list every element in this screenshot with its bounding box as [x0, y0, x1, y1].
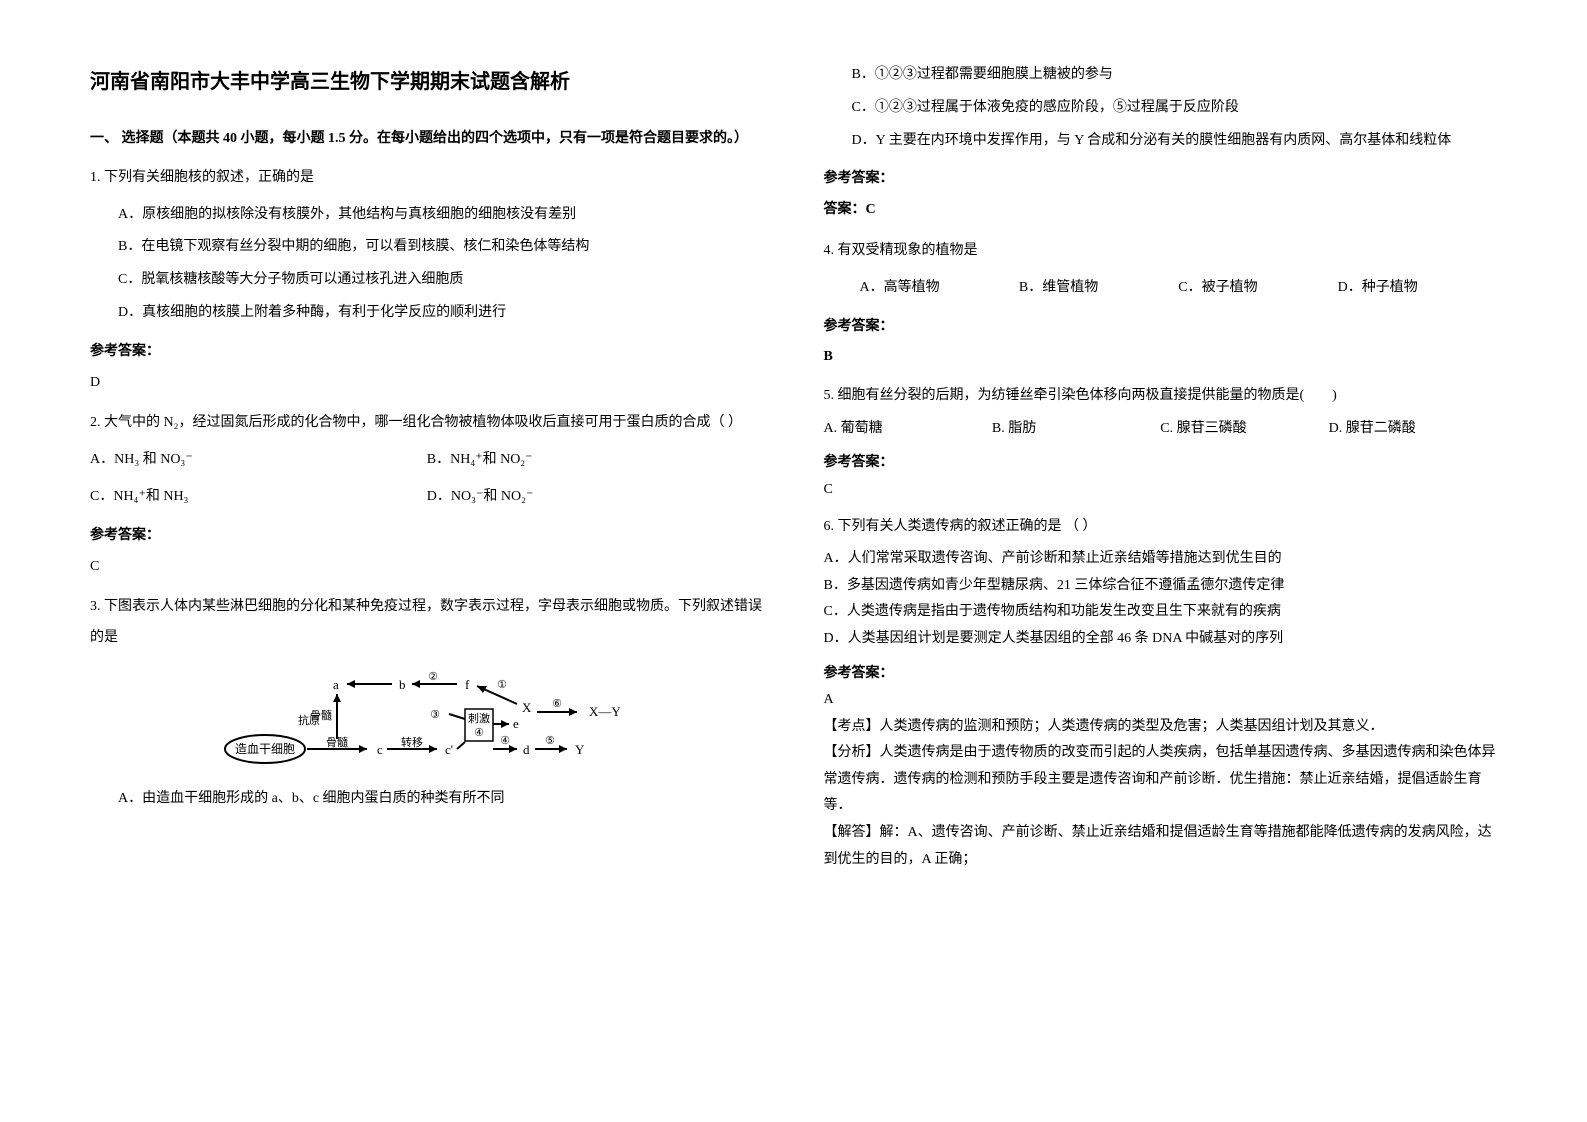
q4-optA: A．高等植物: [860, 273, 1019, 304]
q3-optB: B．①②③过程都需要细胞膜上糖被的参与: [824, 60, 1498, 91]
q6-answer: 【解答】解：A、遗传咨询、产前诊断、禁止近亲结婚和提倡适龄生育等措施都能降低遗传…: [824, 820, 1498, 873]
q2-optD: D．NO₃⁻和 NO₂⁻: [427, 482, 764, 513]
q1-optC: C．脱氧核糖核酸等大分子物质可以通过核孔进入细胞质: [90, 265, 764, 296]
q6-stem: 6. 下列有关人类遗传病的叙述正确的是 （ ）: [824, 514, 1498, 541]
q2-ans-label: 参考答案：: [90, 521, 764, 552]
q1-optD: D．真核细胞的核膜上附着多种酶，有利于化学反应的顺利进行: [90, 298, 764, 329]
left-column: 河南省南阳市大丰中学高三生物下学期期末试题含解析 一、 选择题（本题共 40 小…: [90, 60, 764, 1062]
q6-optC: C．人类遗传病是指由于遗传物质结构和功能发生改变且生下来就有的疾病: [824, 599, 1498, 626]
q5-ans: C: [824, 477, 1498, 504]
page-title: 河南省南阳市大丰中学高三生物下学期期末试题含解析: [90, 60, 764, 104]
q4-ans-label: 参考答案：: [824, 312, 1498, 343]
diagram-y: Y: [575, 742, 585, 757]
q1-optA: A．原核细胞的拟核除没有核膜外，其他结构与真核细胞的细胞核没有差别: [90, 200, 764, 231]
q3-ans-label: 参考答案：: [824, 164, 1498, 195]
q1-optB: B．在电镜下观察有丝分裂中期的细胞，可以看到核膜、核仁和染色体等结构: [90, 232, 764, 263]
q6-analysis: 【分析】人类遗传病是由于遗传物质的改变而引起的人类疾病，包括单基因遗传病、多基因…: [824, 740, 1498, 820]
diagram-cprime: c': [445, 742, 453, 757]
q5-optB: B. 脂肪: [992, 416, 1160, 443]
q4-opts: A．高等植物 B．维管植物 C．被子植物 D．种子植物: [824, 273, 1498, 304]
q2-optB: B．NH₄⁺和 NO₂⁻: [427, 445, 764, 476]
q6-optA: A．人们常常采取遗传咨询、产前诊断和禁止近亲结婚等措施达到优生目的: [824, 546, 1498, 573]
q1-stem: 1. 下列有关细胞核的叙述，正确的是: [90, 163, 764, 194]
diagram-n4b: ④: [500, 735, 510, 747]
q6-ans-label: 参考答案：: [824, 661, 1498, 688]
q4-optB: B．维管植物: [1019, 273, 1178, 304]
diagram-n5: ⑤: [545, 735, 555, 747]
q4-ans: B: [824, 342, 1498, 373]
right-column: B．①②③过程都需要细胞膜上糖被的参与 C．①②③过程属于体液免疫的感应阶段，⑤…: [824, 60, 1498, 1062]
q5-opts: A. 葡萄糖 B. 脂肪 C. 腺苷三磷酸 D. 腺苷二磷酸: [824, 416, 1498, 443]
q6-exam: 【考点】人类遗传病的监测和预防；人类遗传病的类型及危害；人类基因组计划及其意义．: [824, 714, 1498, 741]
q3-stem: 3. 下图表示人体内某些淋巴细胞的分化和某种免疫过程，数字表示过程，字母表示细胞…: [90, 592, 764, 654]
diagram-e: e: [513, 716, 519, 731]
q2-stem: 2. 大气中的 N₂，经过固氮后形成的化合物中，哪一组化合物被植物体吸收后直接可…: [90, 408, 764, 439]
diagram-n3: ③: [430, 709, 440, 721]
diagram-f: f: [465, 677, 470, 692]
q4-optC: C．被子植物: [1178, 273, 1337, 304]
diagram-n1: ①: [497, 679, 507, 691]
q5-optD: D. 腺苷二磷酸: [1329, 416, 1497, 443]
q2-row1: A．NH₃ 和 NO₃⁻ B．NH₄⁺和 NO₂⁻: [90, 445, 764, 476]
q3-diagram: 造血干细胞 骨髓 c 转移 c' 骨髓 a b ② f ① X 抗原 刺激 ④ …: [217, 664, 637, 774]
q4-stem: 4. 有双受精现象的植物是: [824, 236, 1498, 267]
diagram-d: d: [523, 742, 530, 757]
q3-optC: C．①②③过程属于体液免疫的感应阶段，⑤过程属于反应阶段: [824, 93, 1498, 124]
diagram-n6: ⑥: [552, 698, 562, 710]
q1-ans-label: 参考答案：: [90, 337, 764, 368]
q3-ans: 答案：C: [824, 195, 1498, 226]
diagram-n2: ②: [428, 671, 438, 683]
q2-optA: A．NH₃ 和 NO₃⁻: [90, 445, 427, 476]
q6-optD: D．人类基因组计划是要测定人类基因组的全部 46 条 DNA 中碱基对的序列: [824, 626, 1498, 653]
diagram-x: X: [522, 700, 532, 715]
diagram-stim: 刺激: [468, 711, 490, 725]
q3-optA: A．由造血干细胞形成的 a、b、c 细胞内蛋白质的种类有所不同: [90, 784, 764, 815]
q2-ans: C: [90, 552, 764, 583]
q6-ans: A: [824, 687, 1498, 714]
diagram-c: c: [377, 742, 383, 757]
q6-optB: B．多基因遗传病如青少年型糖尿病、21 三体综合征不遵循孟德尔遗传定律: [824, 573, 1498, 600]
q5-optA: A. 葡萄糖: [824, 416, 992, 443]
q4-optD: D．种子植物: [1338, 273, 1497, 304]
diagram-b: b: [399, 677, 406, 692]
q5-ans-label: 参考答案：: [824, 450, 1498, 477]
diagram-antigen: 抗原: [298, 713, 320, 727]
diagram-n4: ④: [474, 727, 484, 739]
diagram-transfer: 转移: [401, 735, 423, 749]
diagram-a: a: [333, 677, 339, 692]
q1-ans: D: [90, 368, 764, 399]
diagram-stem-label: 造血干细胞: [235, 742, 295, 756]
q3-optD: D．Y 主要在内环境中发挥作用，与 Y 合成和分泌有关的膜性细胞器有内质网、高尔…: [824, 126, 1498, 157]
q2-optC: C．NH₄⁺和 NH₃: [90, 482, 427, 513]
q2-row2: C．NH₄⁺和 NH₃ D．NO₃⁻和 NO₂⁻: [90, 482, 764, 513]
diagram-xy: X—Y: [589, 704, 621, 719]
q5-stem: 5. 细胞有丝分裂的后期，为纺锤丝牵引染色体移向两极直接提供能量的物质是( ): [824, 383, 1498, 410]
section-header: 一、 选择题（本题共 40 小题，每小题 1.5 分。在每小题给出的四个选项中，…: [90, 124, 764, 155]
q5-optC: C. 腺苷三磷酸: [1160, 416, 1328, 443]
